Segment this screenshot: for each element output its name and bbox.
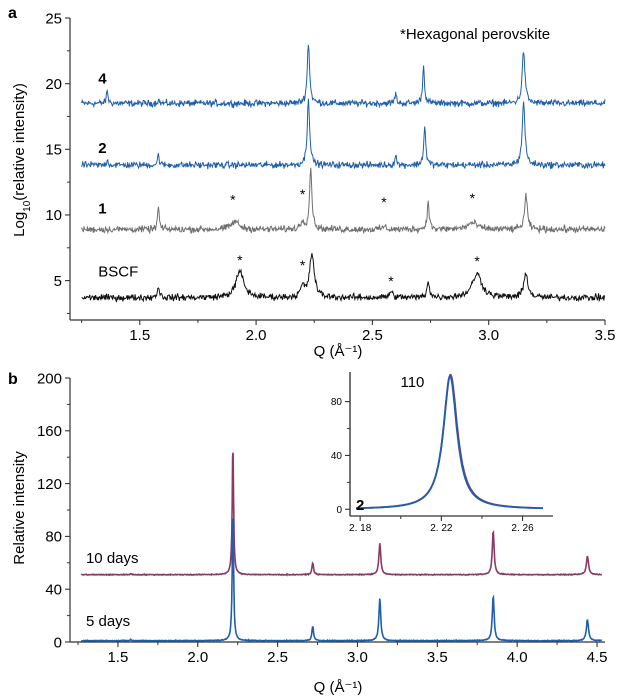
panel-a-series-label: BSCF <box>98 264 138 281</box>
hexagonal-perovskite-star: * <box>230 191 236 207</box>
panel-a-x-tick-label: 2.0 <box>246 327 267 344</box>
panel-a-x-tick-label: 2.5 <box>362 327 383 344</box>
inset-trace-10-days <box>356 373 543 510</box>
inset-x-tick-label: 2. 26 <box>511 523 534 534</box>
panel-a-letter: a <box>8 5 17 22</box>
inset-chart: 2. 18 2. 22 2. 26 0 40 80 110 2 <box>331 372 553 534</box>
panel-a-trace-1 <box>81 167 606 235</box>
panel-b-series-label: 5 days <box>86 613 130 630</box>
panel-b-series-label: 10 days <box>86 550 139 567</box>
inset-y-tick-label: 0 <box>336 505 342 516</box>
inset-y-tick-label: 80 <box>331 397 343 408</box>
panel-b-y-tick-label: 40 <box>45 581 62 598</box>
panel-a-x-tick-label: 1.5 <box>129 327 150 344</box>
panel-b-trace-5-days <box>80 518 603 643</box>
inset-label: 2 <box>356 497 364 514</box>
panel-b-x-tick-label: 4.5 <box>587 649 608 666</box>
inset-x-tick-label: 2. 22 <box>430 523 453 534</box>
panel-a-series-label: 1 <box>98 201 106 218</box>
panel-a-y-tick-label: 25 <box>45 10 62 27</box>
panel-b-x-tick-label: 2.5 <box>267 649 288 666</box>
panel-a: a *Hexagonal perovskite 1.5 2.0 2.5 3.0 3.5 5… <box>8 5 615 360</box>
panel-b-x-axis-label: Q (Å⁻¹) <box>314 679 363 696</box>
panel-b-y-axis-label: Relative intensity <box>11 451 28 565</box>
panel-b-x-tick-label: 3.0 <box>347 649 368 666</box>
hexagonal-perovskite-note: *Hexagonal perovskite <box>400 26 550 43</box>
panel-a-trace-4 <box>81 44 606 109</box>
panel-a-x-tick-label: 3.0 <box>478 327 499 344</box>
panel-b-x-tick-label: 3.5 <box>427 649 448 666</box>
panel-a-trace-2 <box>81 98 606 170</box>
panel-a-y-axis-label: Log10(relative intensity) <box>11 83 33 237</box>
inset-x-tick-label: 2. 18 <box>349 523 372 534</box>
panel-a-trace-bscf <box>81 253 605 303</box>
hexagonal-perovskite-star: * <box>474 253 480 269</box>
hexagonal-perovskite-star: * <box>388 273 394 289</box>
panel-b-x-tick-label: 1.5 <box>107 649 128 666</box>
inset-trace-5-days <box>356 374 543 510</box>
panel-b-y-tick-label: 80 <box>45 529 62 546</box>
panel-b-x-tick-label: 2.0 <box>187 649 208 666</box>
hexagonal-perovskite-star: * <box>237 252 243 268</box>
panel-b-trace-10-days <box>80 452 603 577</box>
hexagonal-perovskite-star: * <box>300 257 306 273</box>
panel-a-y-tick-label: 15 <box>45 142 62 159</box>
panel-a-x-tick-label: 3.5 <box>595 327 616 344</box>
panel-a-series-label: 2 <box>98 140 106 157</box>
panel-b-y-tick-label: 120 <box>37 476 62 493</box>
inset-y-tick-label: 40 <box>331 451 343 462</box>
panel-a-y-tick-label: 20 <box>45 76 62 93</box>
hexagonal-perovskite-star: * <box>300 186 306 202</box>
inset-peak-label: 110 <box>400 374 424 391</box>
panel-a-y-tick-label: 10 <box>45 207 62 224</box>
panel-a-series-label: 4 <box>98 71 107 88</box>
hexagonal-perovskite-star: * <box>381 194 387 210</box>
panel-b-y-tick-label: 200 <box>37 370 62 387</box>
panel-b-y-tick-label: 0 <box>54 634 62 651</box>
hexagonal-perovskite-star: * <box>470 190 476 206</box>
panel-b-x-tick-label: 4.0 <box>507 649 528 666</box>
panel-b-letter: b <box>8 371 18 388</box>
panel-a-y-tick-label: 5 <box>54 273 62 290</box>
panel-b: b 1.5 2.0 2.5 3.0 3.5 4.0 4.5 0 40 80 120 160 200 10… <box>8 370 607 696</box>
panel-a-x-axis-label: Q (Å⁻¹) <box>314 343 363 360</box>
panel-b-y-tick-label: 160 <box>37 423 62 440</box>
